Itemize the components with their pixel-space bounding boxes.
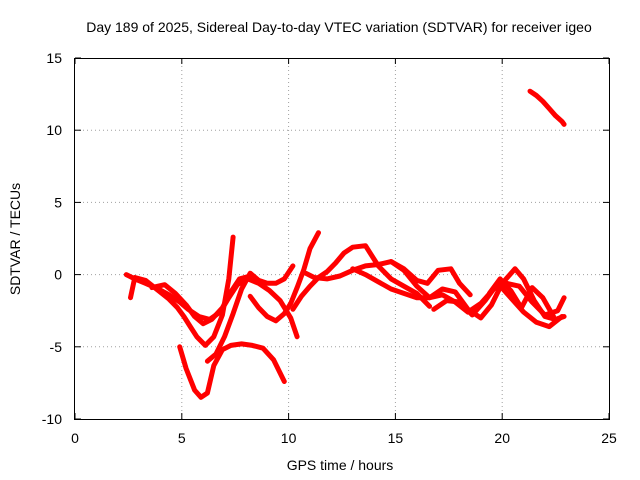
- series-line-2: [128, 234, 236, 348]
- series-line-3: [149, 273, 253, 327]
- y-axis-label: SDTVAR / TECUs: [7, 183, 23, 295]
- series-line-4: [177, 341, 287, 400]
- grid: [75, 58, 609, 419]
- y-tick-label: -5: [50, 339, 63, 355]
- plot-frame: [74, 58, 610, 420]
- x-tick-label: 25: [601, 430, 617, 446]
- x-tick-label: 5: [178, 430, 186, 446]
- x-tick-label: 15: [388, 430, 404, 446]
- series-line-7: [290, 243, 433, 312]
- y-tick-label: 5: [54, 194, 62, 210]
- series-line-13: [527, 88, 567, 127]
- series-line-5: [204, 263, 296, 364]
- x-tick-label: 20: [494, 430, 510, 446]
- series-group: [123, 88, 567, 400]
- y-tick-label: 0: [54, 267, 62, 283]
- x-tick-label: 0: [71, 430, 79, 446]
- y-tick-label: 10: [46, 122, 62, 138]
- ticks: 0 5 10 15 20 25 -10 -5 0 5 10 15: [42, 50, 617, 446]
- series-line-12: [486, 276, 556, 319]
- y-tick-label: 15: [46, 50, 62, 66]
- y-tick-label: -10: [42, 411, 62, 427]
- series-line-6: [247, 230, 321, 324]
- x-tick-label: 10: [281, 430, 297, 446]
- series-line-10: [388, 259, 567, 322]
- chart-title: Day 189 of 2025, Sidereal Day-to-day VTE…: [86, 19, 592, 35]
- x-axis-label: GPS time / hours: [287, 457, 394, 473]
